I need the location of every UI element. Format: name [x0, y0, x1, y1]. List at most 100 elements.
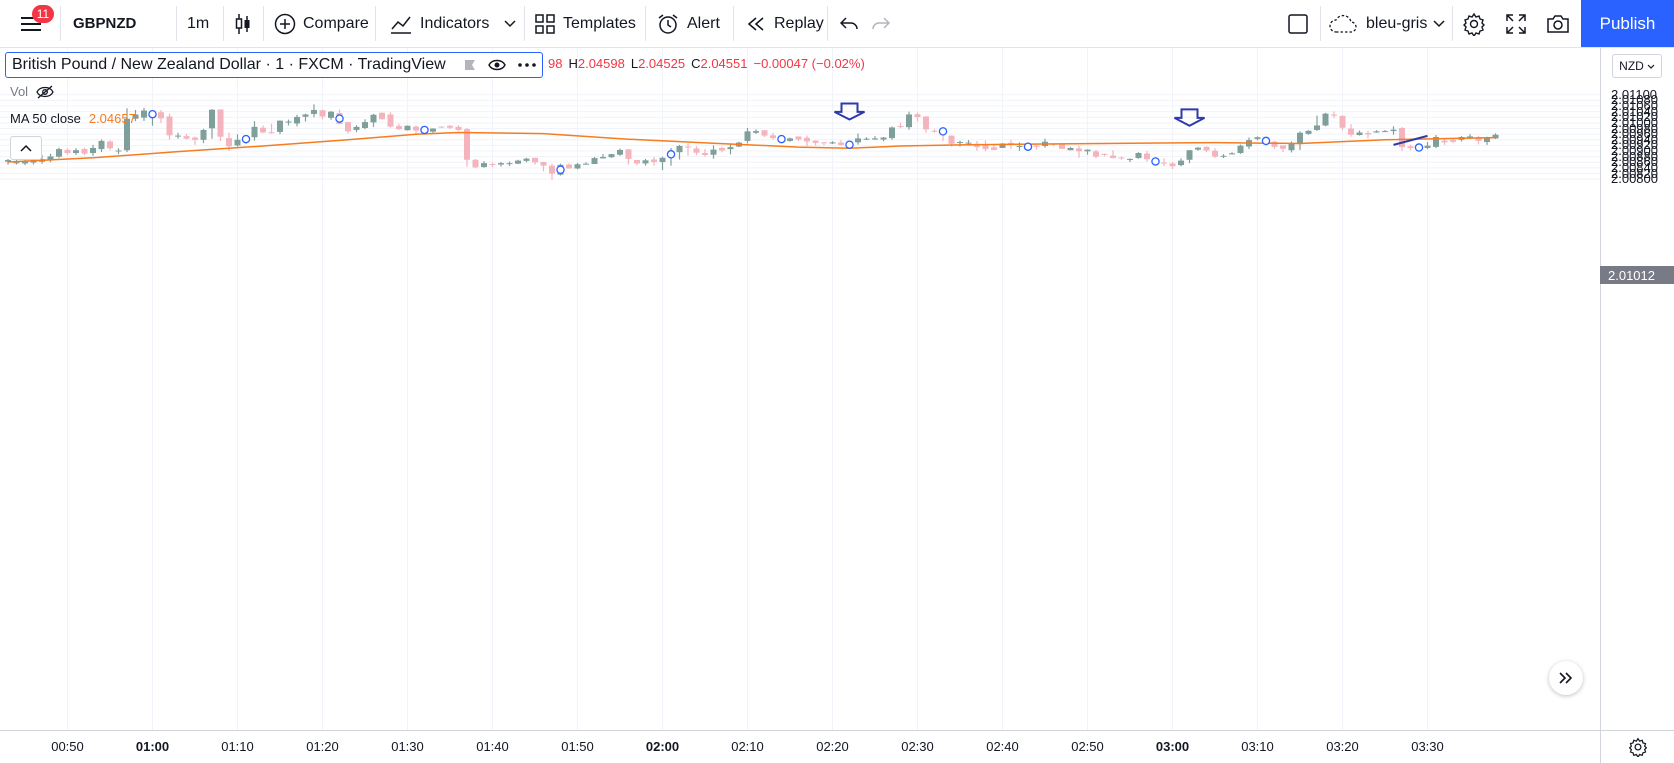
candle-body	[1322, 113, 1329, 126]
ma-study[interactable]: MA 50 close 2.04657	[10, 111, 136, 126]
rewind-icon	[747, 16, 764, 31]
replay-button[interactable]: Replay	[746, 0, 824, 47]
double-chevron-right-icon	[1559, 672, 1573, 684]
candle-body	[124, 118, 130, 151]
symbol-legend[interactable]: British Pound / New Zealand Dollar · 1 ·…	[5, 52, 543, 78]
alarm-clock-icon	[658, 13, 678, 34]
price-axis[interactable]: 2.01100 2.01080 2.01060 2.01040 2.01020 2.010…	[1600, 48, 1674, 730]
candle-body	[1365, 133, 1371, 135]
candle-body	[982, 144, 989, 150]
annotation-arrow-down[interactable]	[834, 102, 865, 121]
candle-body	[931, 130, 938, 132]
time-tick-label: 00:50	[51, 739, 84, 754]
candle-body	[81, 149, 88, 154]
candle-body	[566, 164, 572, 169]
candle-body	[608, 154, 615, 158]
currency-button[interactable]: NZD	[1612, 54, 1662, 78]
currency-label: NZD	[1619, 59, 1644, 73]
candle-body	[175, 135, 181, 137]
candle-body	[1093, 151, 1099, 157]
publish-button[interactable]: Publish	[1581, 0, 1674, 47]
candle-body	[923, 116, 929, 130]
chart-pane[interactable]	[0, 48, 1600, 730]
candle-body	[591, 158, 598, 164]
candle-body	[770, 135, 776, 139]
scroll-to-realtime-button[interactable]	[1549, 661, 1583, 695]
redo-button[interactable]	[872, 0, 890, 47]
event-marker[interactable]	[556, 165, 565, 175]
event-marker[interactable]	[420, 125, 429, 135]
time-tick-label: 02:30	[901, 739, 934, 754]
layout-save-button[interactable]: bleu-gris	[1328, 0, 1427, 47]
candle-body	[5, 160, 11, 162]
candle-body	[948, 135, 955, 144]
price-chart[interactable]	[0, 48, 1600, 730]
candle-body	[13, 162, 20, 164]
candle-body	[217, 109, 224, 137]
event-marker[interactable]	[148, 109, 157, 119]
time-tick-label: 02:00	[645, 739, 680, 754]
candle-body	[1314, 125, 1320, 130]
eye-hidden-icon[interactable]	[36, 85, 54, 99]
chart-style-button[interactable]	[234, 0, 252, 47]
event-marker[interactable]	[1151, 157, 1160, 166]
candle-body	[710, 149, 717, 155]
candle-body	[319, 110, 326, 117]
more-icon	[517, 63, 536, 67]
alert-button[interactable]: Alert	[657, 0, 720, 47]
interval-button[interactable]: 1m	[187, 14, 210, 32]
fullscreen-button[interactable]	[1506, 0, 1526, 47]
collapse-legend-button[interactable]	[10, 136, 42, 160]
candle-body	[1356, 132, 1363, 136]
candle-body	[676, 145, 683, 153]
layout-dropdown[interactable]	[1433, 0, 1445, 47]
symbol-title: British Pound / New Zealand Dollar · 1 ·…	[12, 56, 446, 73]
undo-button[interactable]	[840, 0, 858, 47]
event-marker[interactable]	[241, 134, 251, 144]
event-marker[interactable]	[1261, 136, 1271, 146]
chevron-down-icon	[1433, 19, 1445, 27]
indicators-button[interactable]: Indicators	[390, 0, 489, 47]
candle-body	[285, 121, 292, 123]
candle-body	[702, 153, 708, 155]
ohlc-values: 98 H2.04598 L2.04525 C2.04551 −0.00047 (…	[548, 56, 865, 71]
candle-body	[379, 112, 385, 120]
price-tick-label: 2.01000	[1611, 114, 1658, 130]
volume-study[interactable]: Vol	[10, 84, 54, 99]
compare-button[interactable]: Compare	[274, 0, 369, 47]
event-marker[interactable]	[1414, 143, 1424, 152]
volume-label: Vol	[10, 84, 29, 99]
event-marker[interactable]	[938, 127, 948, 136]
settings-button[interactable]	[1462, 0, 1486, 47]
annotation-trendline[interactable]	[1393, 134, 1428, 146]
last-price-label: 2.01012	[1600, 266, 1674, 284]
price-tick-label: 2.00980	[1611, 120, 1658, 136]
price-tick-label: 2.00920	[1611, 137, 1658, 153]
templates-icon	[535, 13, 555, 34]
annotation-arrow-down[interactable]	[1174, 108, 1205, 127]
event-marker[interactable]	[335, 114, 344, 123]
event-marker[interactable]	[666, 150, 676, 159]
layout-button[interactable]	[1288, 0, 1308, 47]
templates-button[interactable]: Templates	[535, 0, 636, 47]
candle-body	[1127, 158, 1133, 160]
more-button[interactable]	[517, 63, 536, 67]
axis-settings-button[interactable]	[1600, 730, 1674, 763]
flag-button[interactable]	[464, 59, 476, 71]
event-marker[interactable]	[777, 134, 786, 144]
symbol-search-button[interactable]: GBPNZD	[73, 15, 137, 32]
visibility-button[interactable]	[487, 59, 506, 71]
event-marker[interactable]	[1023, 142, 1033, 151]
price-tick-label: 2.01040	[1611, 103, 1658, 119]
snapshot-button[interactable]	[1546, 0, 1570, 47]
square-icon	[1288, 13, 1308, 34]
time-axis[interactable]: 00:50 01:00 01:10 01:20 01:30 01:40 01:50 02:00…	[0, 730, 1600, 763]
candle-body	[540, 162, 547, 166]
flag-icon	[464, 60, 475, 70]
indicators-dropdown[interactable]	[504, 0, 516, 47]
event-marker[interactable]	[845, 140, 854, 149]
candle-body	[1254, 137, 1261, 139]
candle-body	[1424, 145, 1431, 148]
candle-body	[1382, 131, 1388, 133]
candle-body	[294, 117, 300, 124]
